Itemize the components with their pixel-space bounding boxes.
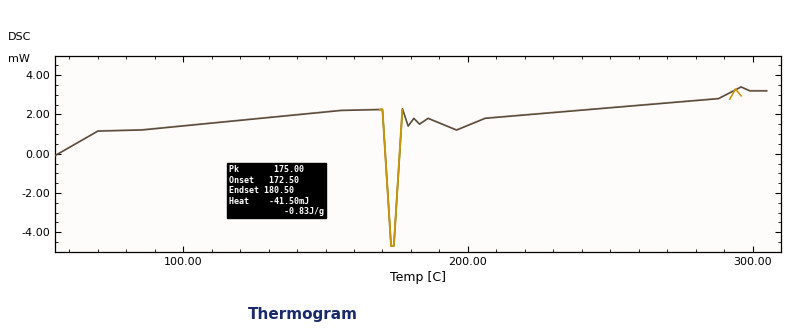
Text: mW: mW bbox=[8, 54, 29, 64]
Text: Thermogram: Thermogram bbox=[248, 307, 357, 322]
Text: DSC: DSC bbox=[8, 32, 31, 42]
X-axis label: Temp [C]: Temp [C] bbox=[390, 271, 446, 284]
Text: Pk       175.00
Onset   172.50
Endset 180.50
Heat    -41.50mJ
           -0.83J/: Pk 175.00 Onset 172.50 Endset 180.50 Hea… bbox=[229, 165, 324, 216]
